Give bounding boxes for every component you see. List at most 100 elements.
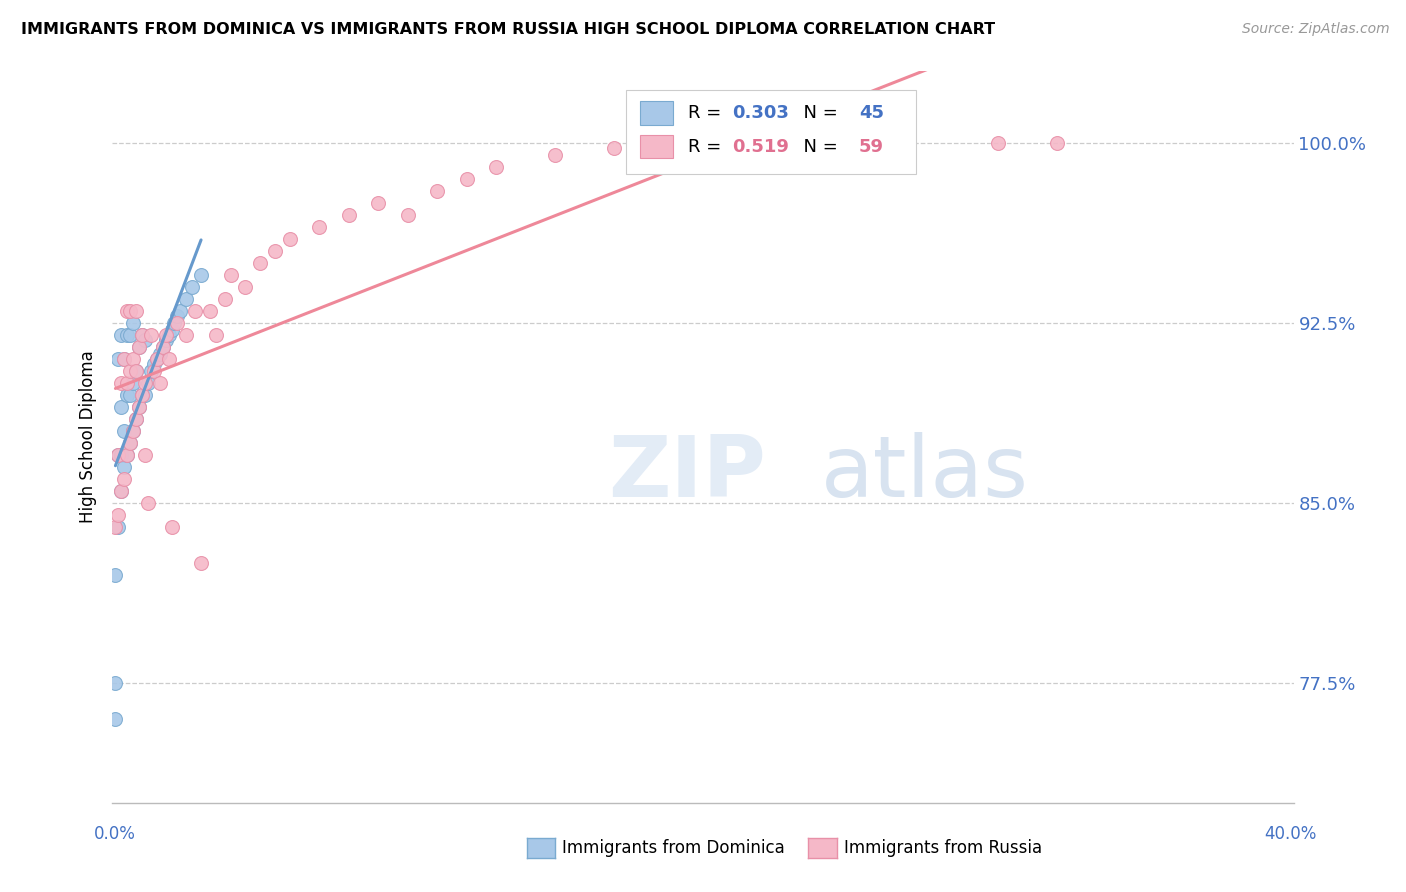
Text: ZIP: ZIP	[609, 432, 766, 516]
Point	[485, 161, 508, 175]
Point	[426, 184, 449, 198]
Point	[249, 256, 271, 270]
Text: 0.0%: 0.0%	[94, 825, 136, 843]
Point	[107, 448, 129, 462]
Point	[692, 136, 714, 151]
Point	[107, 448, 129, 462]
Point	[112, 472, 135, 486]
Text: IMMIGRANTS FROM DOMINICA VS IMMIGRANTS FROM RUSSIA HIGH SCHOOL DIPLOMA CORRELATI: IMMIGRANTS FROM DOMINICA VS IMMIGRANTS F…	[21, 22, 995, 37]
Text: N =: N =	[792, 104, 844, 122]
Point	[142, 364, 165, 378]
Point	[603, 141, 626, 155]
Point	[110, 376, 132, 391]
Text: Immigrants from Russia: Immigrants from Russia	[844, 839, 1042, 857]
Point	[117, 328, 138, 343]
Text: 45: 45	[859, 104, 884, 122]
Point	[122, 352, 145, 367]
Point	[117, 304, 138, 318]
Point	[104, 568, 127, 582]
Point	[117, 448, 138, 462]
Point	[198, 304, 221, 318]
Point	[139, 328, 162, 343]
Y-axis label: High School Diploma: High School Diploma	[79, 351, 97, 524]
Point	[146, 352, 169, 367]
Point	[110, 328, 132, 343]
Point	[134, 333, 156, 347]
Text: 0.303: 0.303	[733, 104, 789, 122]
Point	[122, 424, 145, 438]
Point	[190, 268, 212, 283]
Point	[134, 388, 156, 402]
Point	[839, 136, 862, 151]
Point	[120, 364, 142, 378]
Point	[131, 328, 153, 343]
Point	[157, 328, 180, 343]
Point	[134, 376, 156, 391]
Point	[152, 340, 174, 354]
Point	[125, 364, 148, 378]
Point	[396, 208, 419, 222]
Point	[134, 448, 156, 462]
Point	[110, 483, 132, 498]
Text: R =: R =	[688, 104, 727, 122]
Point	[987, 136, 1010, 151]
Point	[120, 436, 142, 450]
Point	[214, 292, 236, 306]
Point	[166, 309, 188, 323]
Point	[117, 376, 138, 391]
Point	[278, 232, 301, 246]
Point	[125, 304, 148, 318]
Point	[131, 328, 153, 343]
Point	[456, 172, 478, 186]
Text: 0.519: 0.519	[733, 137, 789, 156]
Point	[136, 496, 159, 510]
Point	[112, 352, 135, 367]
Point	[139, 364, 162, 378]
Point	[128, 340, 150, 354]
Point	[110, 483, 132, 498]
Point	[110, 400, 132, 414]
Point	[152, 340, 174, 354]
Point	[166, 316, 188, 330]
Point	[107, 508, 129, 522]
Point	[190, 556, 212, 570]
Text: atlas: atlas	[821, 432, 1029, 516]
Point	[131, 388, 153, 402]
Point	[160, 323, 183, 337]
FancyBboxPatch shape	[626, 90, 915, 174]
Point	[149, 347, 172, 361]
Text: N =: N =	[792, 137, 844, 156]
Point	[233, 280, 256, 294]
Point	[219, 268, 242, 283]
Point	[117, 448, 138, 462]
Point	[149, 376, 172, 391]
Point	[181, 280, 204, 294]
Point	[122, 316, 145, 330]
Point	[128, 400, 150, 414]
Point	[184, 304, 207, 318]
Text: 40.0%: 40.0%	[1264, 825, 1317, 843]
Point	[163, 316, 186, 330]
Point	[128, 400, 150, 414]
Point	[174, 292, 197, 306]
FancyBboxPatch shape	[640, 135, 673, 159]
Point	[174, 328, 197, 343]
Point	[146, 352, 169, 367]
Point	[107, 520, 129, 534]
FancyBboxPatch shape	[640, 102, 673, 125]
Point	[120, 388, 142, 402]
Point	[120, 328, 142, 343]
Point	[155, 333, 177, 347]
Point	[125, 412, 148, 426]
Point	[544, 148, 567, 162]
Point	[337, 208, 360, 222]
Point	[131, 388, 153, 402]
Point	[155, 328, 177, 343]
Point	[104, 676, 127, 690]
Point	[160, 520, 183, 534]
Point	[308, 220, 330, 235]
Point	[125, 412, 148, 426]
Point	[110, 448, 132, 462]
Point	[104, 712, 127, 726]
Point	[128, 340, 150, 354]
